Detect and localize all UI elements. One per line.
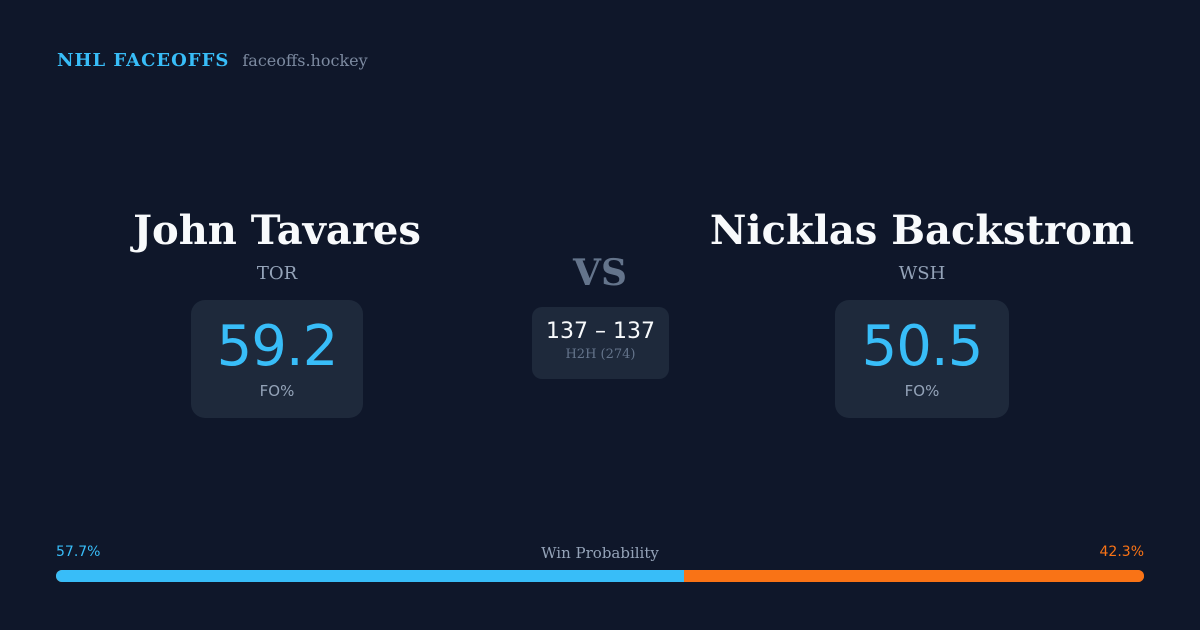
player-name: John Tavares — [133, 207, 421, 254]
fo-percentage: 59.2 — [216, 314, 339, 379]
fo-label: FO% — [259, 382, 295, 400]
player-team: TOR — [256, 263, 298, 284]
h2h-card: 137 – 137 H2H (274) — [532, 307, 669, 379]
win-prob-right-fill — [683, 570, 1144, 582]
brand-url: faceoffs.hockey — [242, 51, 368, 70]
brand-name: NHL FACEOFFS — [57, 50, 230, 71]
player-team: WSH — [898, 263, 946, 284]
h2h-label: H2H (274) — [565, 347, 636, 362]
win-prob-left: 57.7% — [56, 544, 101, 560]
player-name: Nicklas Backstrom — [709, 207, 1135, 254]
h2h-score: 137 – 137 — [546, 319, 655, 344]
brand: NHL FACEOFFS faceoffs.hockey — [57, 50, 368, 71]
player-right: Nicklas Backstrom WSH 50.5 FO% — [672, 205, 1172, 418]
fo-card: 50.5 FO% — [835, 300, 1009, 418]
fo-card: 59.2 FO% — [191, 300, 363, 418]
win-prob-left-fill — [56, 570, 684, 582]
player-left: John Tavares TOR 59.2 FO% — [27, 205, 527, 418]
fo-percentage: 50.5 — [861, 314, 984, 379]
win-prob-right: 42.3% — [1099, 544, 1144, 560]
fo-label: FO% — [904, 382, 940, 400]
win-probability-bar — [56, 570, 1144, 582]
vs-label: VS — [573, 252, 627, 294]
win-prob-title: Win Probability — [541, 544, 659, 562]
